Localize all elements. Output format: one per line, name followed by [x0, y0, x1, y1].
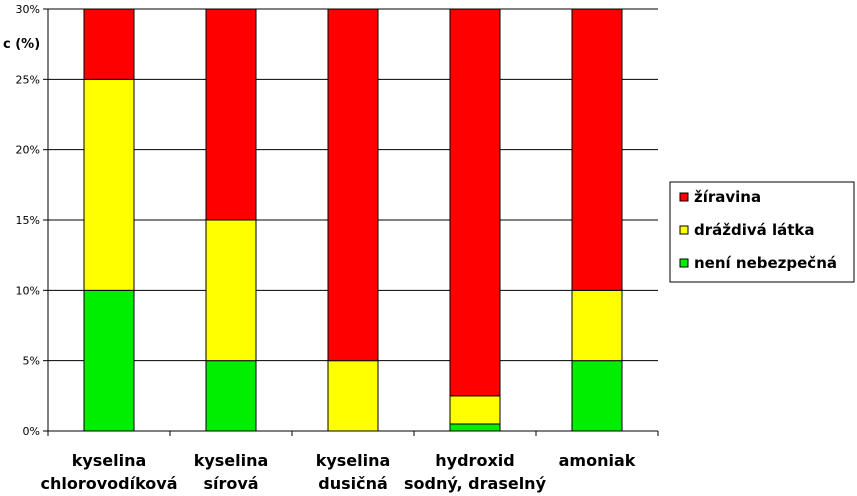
legend-swatch	[679, 225, 689, 235]
bar-segment	[205, 9, 257, 221]
legend-label: žíravina	[694, 188, 761, 206]
axes	[47, 9, 659, 436]
legend-box	[669, 181, 855, 283]
legend-label: dráždivá látka	[694, 221, 815, 239]
bar-segment	[205, 360, 257, 431]
category-label: kyselina	[194, 451, 269, 470]
category-label: dusičná	[318, 474, 388, 493]
bar-segment	[449, 9, 501, 397]
y-tick-label: 10%	[16, 284, 40, 297]
category-label: amoniak	[559, 451, 636, 470]
y-tick-label: 0%	[23, 425, 40, 438]
bar-segment	[571, 9, 623, 291]
y-tick-label: 15%	[16, 214, 40, 227]
bar-segment	[571, 360, 623, 431]
category-label: chlorovodíková	[40, 474, 177, 493]
y-tick-label: 5%	[23, 355, 40, 368]
y-tick-label: 30%	[16, 3, 40, 16]
y-tick-label: 25%	[16, 73, 40, 86]
bar-segment	[205, 219, 257, 362]
category-label: sodný, draselný	[404, 474, 547, 493]
category-labels: kyselina chlorovodíková kyselina sírová kyse…	[40, 451, 635, 493]
bars	[83, 9, 623, 431]
bar-segment	[83, 78, 135, 291]
legend-swatch	[679, 192, 689, 202]
y-axis-label: c (%)	[3, 37, 40, 52]
legend-swatch	[679, 258, 689, 268]
legend-label: není nebezpečná	[694, 254, 837, 272]
bar-segment	[327, 360, 379, 431]
bar-segment	[327, 9, 379, 362]
y-tick-labels: 0% 5% 10% 15% 20% 25% 30%	[16, 3, 40, 438]
bar-segment	[449, 395, 501, 425]
y-tick-label: 20%	[16, 144, 40, 157]
category-label: hydroxid	[435, 451, 514, 470]
bar-segment	[571, 289, 623, 362]
category-label: kyselina	[316, 451, 391, 470]
bar-segment	[449, 423, 501, 431]
category-label: kyselina	[72, 451, 147, 470]
category-label: sírová	[203, 474, 258, 493]
bar-segment	[83, 289, 135, 431]
bar-segment	[83, 9, 135, 80]
legend: žíravina dráždivá látka není nebezpečná	[669, 181, 855, 283]
